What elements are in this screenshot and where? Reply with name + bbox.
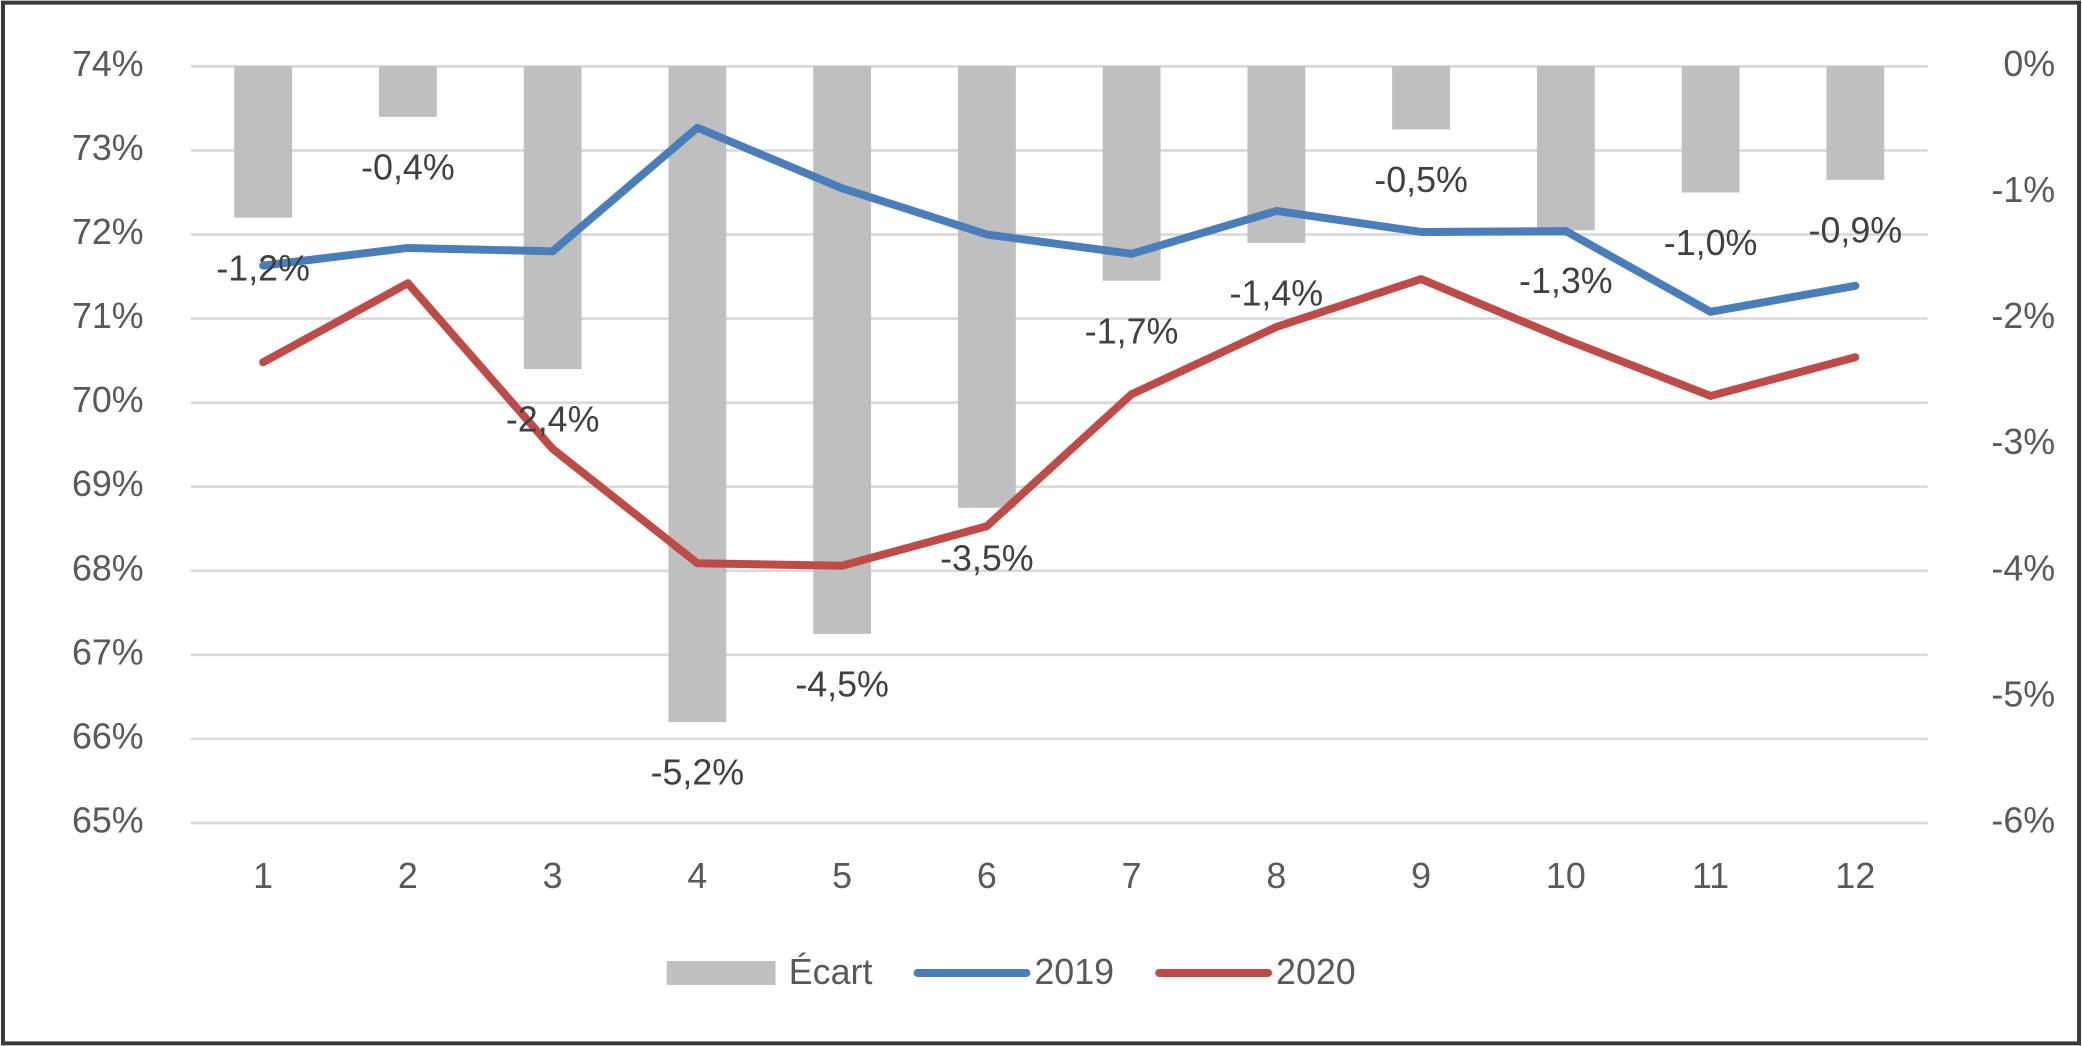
data-label: -1,4%: [1230, 273, 1324, 313]
bar: [668, 66, 727, 723]
data-label: -1,3%: [1519, 261, 1613, 301]
line: [259, 123, 1860, 316]
y-tick-label: 71%: [72, 296, 144, 336]
y-tick-label: 74%: [72, 44, 144, 84]
line: [259, 275, 1860, 570]
data-label: -1,0%: [1664, 223, 1758, 263]
legend-label: 2019: [1034, 952, 1114, 992]
data-label: -2,4%: [506, 400, 600, 440]
y-tick-label: 69%: [72, 464, 144, 504]
x-tick-label: 9: [1411, 856, 1431, 896]
legend-label: 2020: [1276, 952, 1356, 992]
data-label: -0,4%: [361, 147, 455, 187]
data-label: -0,9%: [1809, 210, 1903, 250]
y2-tick-label: -1%: [1991, 170, 2055, 210]
bar: [378, 66, 437, 117]
y2-tick-label: -4%: [1991, 548, 2055, 588]
x-tick-label: 1: [253, 856, 273, 896]
y-tick-label: 65%: [72, 800, 144, 840]
bar: [1536, 66, 1595, 231]
y2-tick-label: -3%: [1991, 422, 2055, 462]
data-label: -1,7%: [1085, 311, 1179, 351]
x-tick-label: 7: [1122, 856, 1142, 896]
y-tick-label: 68%: [72, 548, 144, 588]
bar: [1826, 66, 1885, 180]
x-tick-label: 8: [1266, 856, 1286, 896]
x-tick-label: 2: [398, 856, 418, 896]
bar: [1681, 66, 1740, 193]
x-tick-label: 4: [687, 856, 707, 896]
y-tick-label: 66%: [72, 716, 144, 756]
y2-tick-label: -6%: [1991, 800, 2055, 840]
bar: [234, 66, 293, 218]
y-tick-label: 70%: [72, 380, 144, 420]
y2-tick-label: -5%: [1991, 674, 2055, 714]
x-tick-label: 11: [1692, 856, 1729, 896]
data-label: -5,2%: [651, 753, 745, 793]
x-tick-label: 10: [1546, 856, 1586, 896]
bar: [957, 66, 1016, 508]
data-label: -4,5%: [795, 664, 889, 704]
y-tick-label: 73%: [72, 128, 144, 168]
x-tick-label: 5: [832, 856, 852, 896]
data-label: -1,2%: [216, 248, 310, 288]
y2-tick-label: 0%: [2003, 44, 2055, 84]
legend-label: Écart: [789, 952, 873, 992]
x-tick-label: 6: [977, 856, 997, 896]
data-label: -0,5%: [1374, 160, 1468, 200]
bar: [523, 66, 582, 370]
x-tick-label: 3: [543, 856, 563, 896]
data-label: -3,5%: [940, 538, 1034, 578]
y-tick-label: 72%: [72, 212, 144, 252]
bar: [813, 66, 872, 634]
x-tick-label: 12: [1835, 856, 1875, 896]
y2-tick-label: -2%: [1991, 296, 2055, 336]
legend-swatch: [666, 961, 776, 985]
bar: [1392, 66, 1451, 130]
y-tick-label: 67%: [72, 632, 144, 672]
